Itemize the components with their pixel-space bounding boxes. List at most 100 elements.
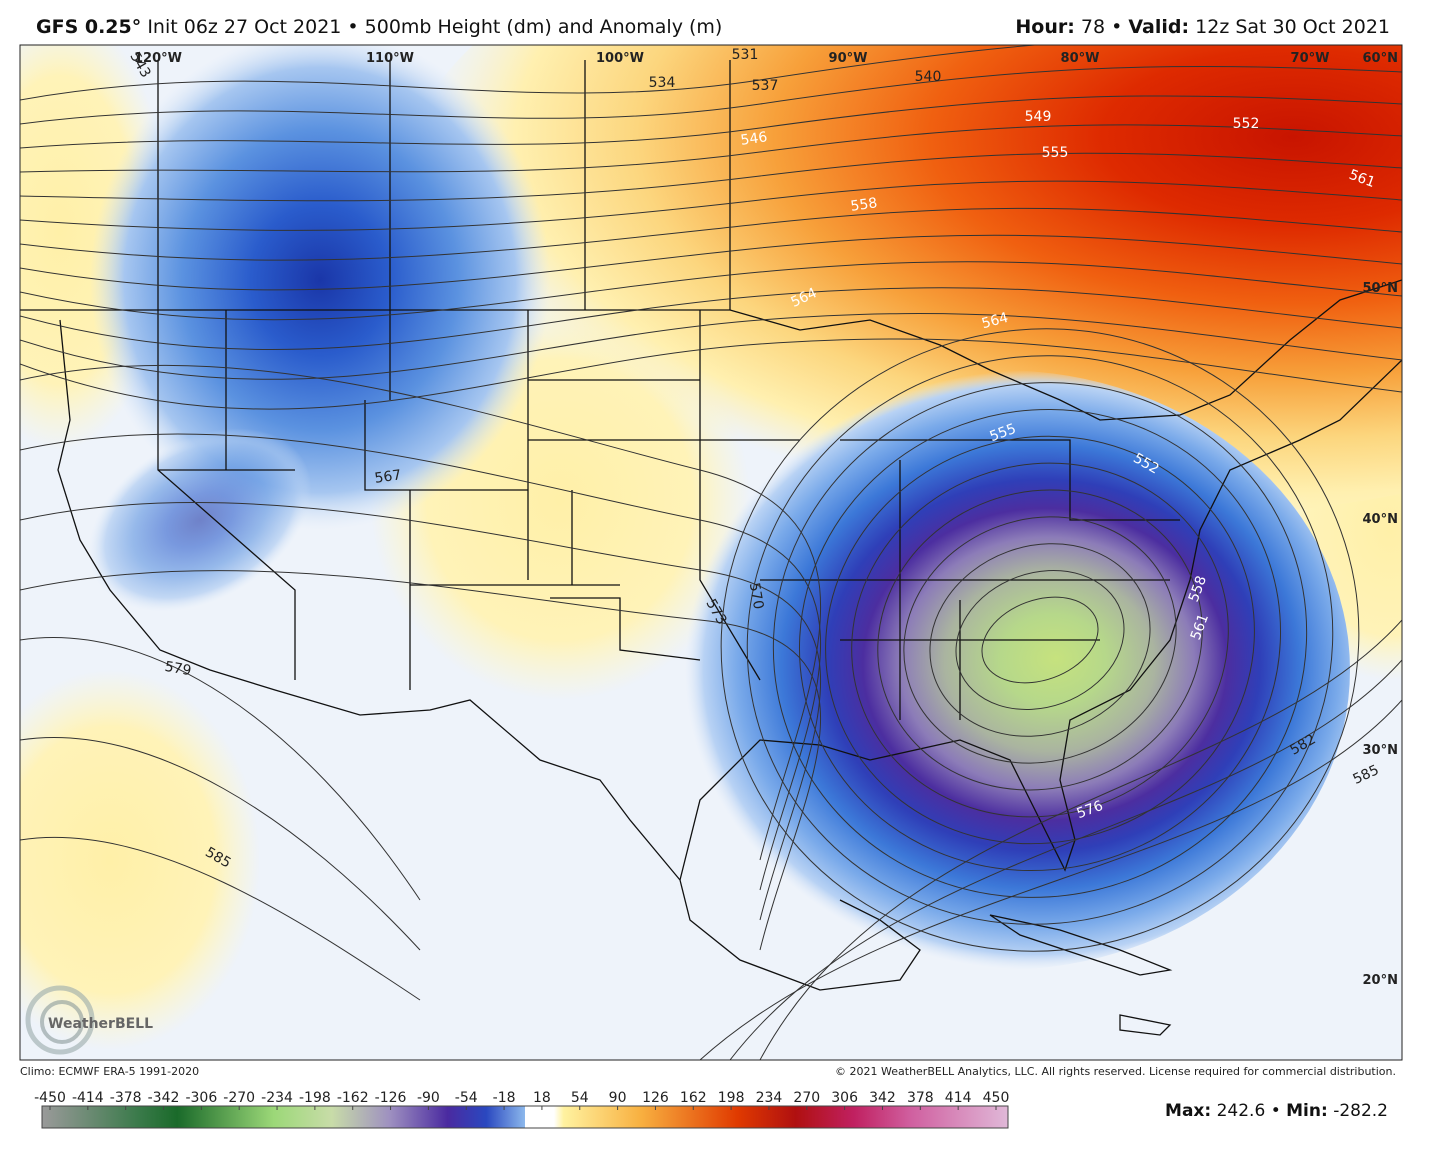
colorbar-tick-label: -54 [455,1090,478,1106]
contour [20,502,822,921]
max: 242.6 [1217,1101,1266,1121]
colorbar-tick-label: 18 [533,1090,551,1106]
contour [877,489,1203,791]
contour [720,328,1360,952]
colorbar-tick-label: -90 [417,1090,440,1106]
contour-label: 570 [746,581,766,610]
colorbar-tick-label: -342 [148,1090,180,1106]
model: GFS 0.25° [36,16,141,38]
contour-label: 549 [1025,109,1052,125]
longitude-label: 110°W [366,51,414,66]
contour [929,543,1151,737]
colorbar-tick-label: -306 [185,1090,217,1106]
colorbar-tick-label: 126 [642,1090,669,1106]
contour-label: 531 [732,47,759,63]
colorbar-tick-label: 342 [869,1090,896,1106]
negative-anomaly [88,428,312,612]
negative-anomaly [90,45,550,530]
longitude-labels: 120°W 110°W 100°W 90°W 80°W 70°W [134,51,1329,66]
islands [989,914,1173,1036]
copyright: © 2021 WeatherBELL Analytics, LLC. All r… [835,1065,1396,1078]
contour [746,355,1334,925]
colorbar-tick-label: -126 [375,1090,407,1106]
colorbar-tick-label: -18 [493,1090,516,1106]
contour-label: 564 [980,310,1010,332]
contour [20,287,1402,351]
longitude-label: 90°W [829,51,868,66]
logo-text: WeatherBELL [48,1016,153,1032]
coastline [57,319,921,991]
valid: 12z Sat 30 Oct 2021 [1195,16,1390,38]
contour [825,435,1255,845]
contour [903,516,1177,764]
climo: Climo: ECMWF ERA-5 1991-2020 [20,1065,199,1078]
min: -282.2 [1333,1101,1388,1121]
border [20,279,1402,421]
contours [20,45,1402,1060]
contour [798,408,1282,872]
borders [20,60,1402,1036]
max-label: Max: [1165,1101,1211,1121]
contour-label: 567 [374,467,403,487]
colorbar-tick-label: -378 [110,1090,142,1106]
contour-label: 546 [740,129,769,149]
colorbar-tick-label: 450 [983,1090,1010,1106]
contour [20,207,1402,261]
colorbar-tick-label: -450 [34,1090,66,1106]
colorbar-tick-label: -234 [261,1090,293,1106]
title: GFS 0.25° Init 06z 27 Oct 2021 • 500mb H… [36,16,722,38]
contour-label: 558 [850,195,879,215]
contour [955,570,1125,710]
contour [20,152,1402,202]
map-frame [19,44,1403,1061]
contour-label: 579 [163,659,192,679]
colorbar-tick-label: 378 [907,1090,934,1106]
contour [851,462,1229,818]
colorbar-tick-label: -270 [223,1090,255,1106]
contour [20,736,421,951]
colorbar-tick-label: -414 [72,1090,104,1106]
contour [759,619,1402,1060]
contour [20,124,1402,173]
logo: WeatherBELL [25,985,153,1055]
anomaly-area [20,670,260,1050]
colorbar-tick-label: 162 [680,1090,707,1106]
colorbar-tick-label: 198 [718,1090,745,1106]
colorbar-tick-label: 54 [571,1090,589,1106]
colorbar-tick-label: -162 [337,1090,369,1106]
contour-label: 534 [649,75,676,91]
colorbar-tick-label: 306 [831,1090,858,1106]
contour [772,382,1308,898]
separator: • [1271,1101,1281,1121]
longitude-label: 70°W [1291,51,1330,66]
min-label: Min: [1286,1101,1328,1121]
valid-label: Valid: [1128,16,1189,38]
negative-anomaly [650,370,1350,970]
stats: Max: 242.6 • Min: -282.2 [1165,1101,1388,1121]
colorbar-tick-label: -198 [299,1090,331,1106]
contour-label: 555 [1042,145,1069,161]
contour [20,836,421,1001]
colorbar-tick-label: 90 [609,1090,627,1106]
contour-label: 540 [915,69,942,85]
latitude-label: 60°N [1363,51,1398,66]
contour-label: 537 [752,78,779,94]
contour [20,364,821,861]
contour [20,180,1402,231]
latitude-labels: 60°N 50°N 40°N 30°N 20°N [1363,51,1398,988]
contour [20,636,421,901]
contour [20,65,1402,125]
latitude-label: 50°N [1363,281,1398,296]
contour [729,659,1402,1060]
description: Init 06z 27 Oct 2021 • 500mb Height (dm)… [147,16,722,38]
contour [20,261,1402,321]
longitude-label: 80°W [1061,51,1100,66]
longitude-label: 100°W [596,51,644,66]
latitude-label: 40°N [1363,512,1398,527]
latitude-label: 30°N [1363,743,1398,758]
contour [20,45,1041,101]
contour [20,433,822,891]
contour [20,313,1402,380]
